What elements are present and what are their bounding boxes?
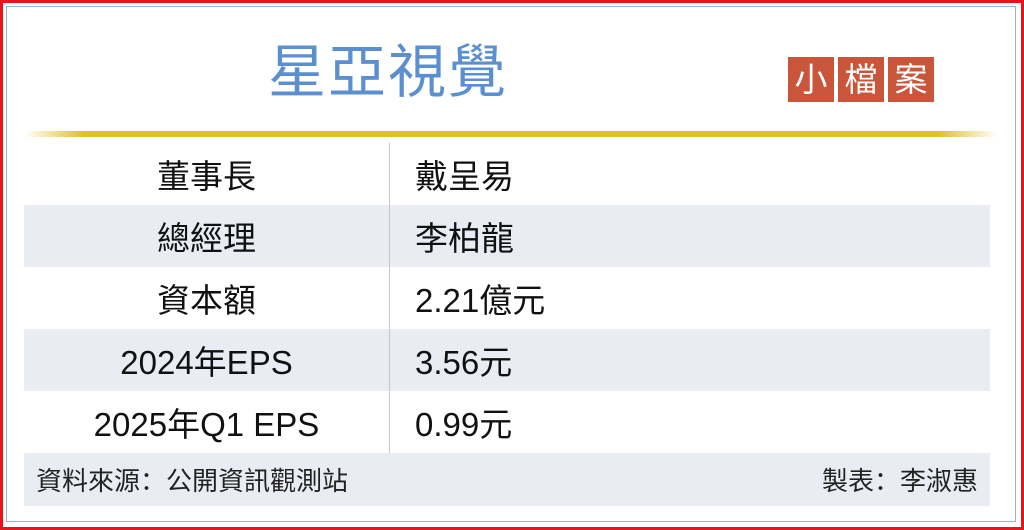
row-label: 資本額 (24, 267, 390, 329)
footer: 資料來源：公開資訊觀測站 製表：李淑惠 (24, 453, 990, 506)
badge-char: 小 (788, 57, 834, 102)
row-value: 戴呈易 (415, 158, 514, 195)
badge-char: 案 (888, 57, 934, 102)
table-row: 資本額 2.21億元 (24, 267, 990, 329)
row-label: 總經理 (24, 205, 390, 267)
badge-char: 檔 (838, 57, 884, 102)
table-row: 2025年Q1 EPS 0.99元 (24, 391, 990, 453)
row-value: 2.21億元 (415, 282, 546, 319)
company-title: 星亞視覺 (267, 40, 508, 105)
row-label: 2024年EPS (24, 329, 390, 391)
table-row: 總經理 李柏龍 (24, 205, 990, 267)
inner-frame (6, 6, 1016, 522)
row-label: 2025年Q1 EPS (24, 391, 390, 453)
row-label: 董事長 (24, 143, 390, 205)
row-value: 3.56元 (415, 344, 513, 381)
row-value: 李柏龍 (415, 220, 514, 257)
table-row: 董事長 戴呈易 (24, 143, 990, 205)
table-row: 2024年EPS 3.56元 (24, 329, 990, 391)
gold-divider (25, 131, 997, 137)
row-value: 0.99元 (415, 406, 513, 443)
info-table: 董事長 戴呈易 總經理 李柏龍 資本額 2.21億元 2024年EPS 3.56… (24, 143, 990, 453)
source-note: 資料來源：公開資訊觀測站 (36, 466, 349, 496)
author-note: 製表：李淑惠 (821, 466, 978, 496)
profile-badge: 小 檔 案 (788, 57, 934, 102)
